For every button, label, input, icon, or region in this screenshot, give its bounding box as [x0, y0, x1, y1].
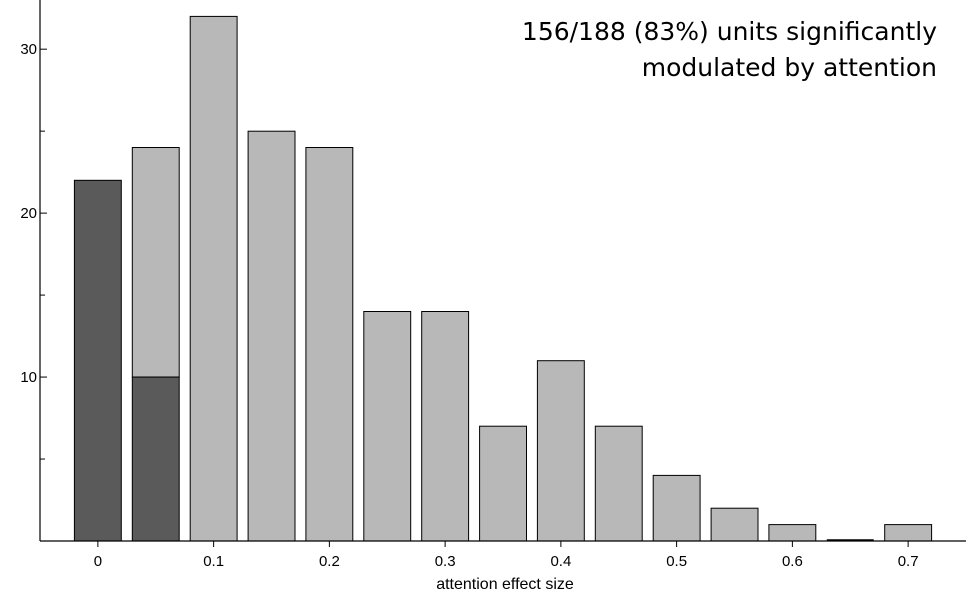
- y-ticks-layer: 10 20 30: [20, 41, 47, 460]
- x-tick-label: 0.3: [435, 553, 456, 570]
- bar-series1-1: [131, 147, 180, 378]
- attention-annotation: 156/188 (83%) units significantly modula…: [522, 14, 937, 86]
- y-tick-label: 20: [20, 205, 37, 222]
- bar-series1-9: [594, 425, 643, 542]
- bar-series1-6: [421, 311, 470, 542]
- bar-series1-8: [536, 360, 585, 542]
- bar-series1-12: [768, 524, 817, 542]
- x-axis-title: attention effect size: [436, 576, 574, 593]
- bars-layer: [73, 15, 933, 542]
- y-tick-label: 10: [20, 369, 37, 386]
- bar-series1-10: [652, 474, 701, 542]
- bar-series1-7: [479, 425, 528, 542]
- x-tick-label: 0: [94, 553, 102, 570]
- bar-series1-14: [884, 524, 933, 542]
- y-tick-label: 30: [20, 41, 37, 58]
- bar-series1-2: [189, 15, 238, 542]
- annotation-line-1: 156/188 (83%) units significantly: [521, 17, 937, 46]
- x-tick-label: 0.5: [666, 553, 687, 570]
- bar-series1-5: [363, 311, 412, 542]
- bar-series1-4: [305, 147, 354, 542]
- bar-series1-3: [247, 130, 296, 542]
- x-tick-label: 0.6: [782, 553, 803, 570]
- bar-series0-1: [131, 376, 180, 542]
- annotation-line-2: modulated by attention: [641, 53, 937, 82]
- bar-series1-11: [710, 507, 759, 542]
- x-tick-label: 0.4: [550, 553, 571, 570]
- bar-series0-0: [73, 179, 122, 542]
- x-ticks-layer: 0 0.1 0.2 0.3 0.4 0.5 0.6 0.7: [94, 541, 919, 570]
- x-tick-label: 0.7: [898, 553, 919, 570]
- x-tick-label: 0.1: [203, 553, 224, 570]
- x-tick-label: 0.2: [319, 553, 340, 570]
